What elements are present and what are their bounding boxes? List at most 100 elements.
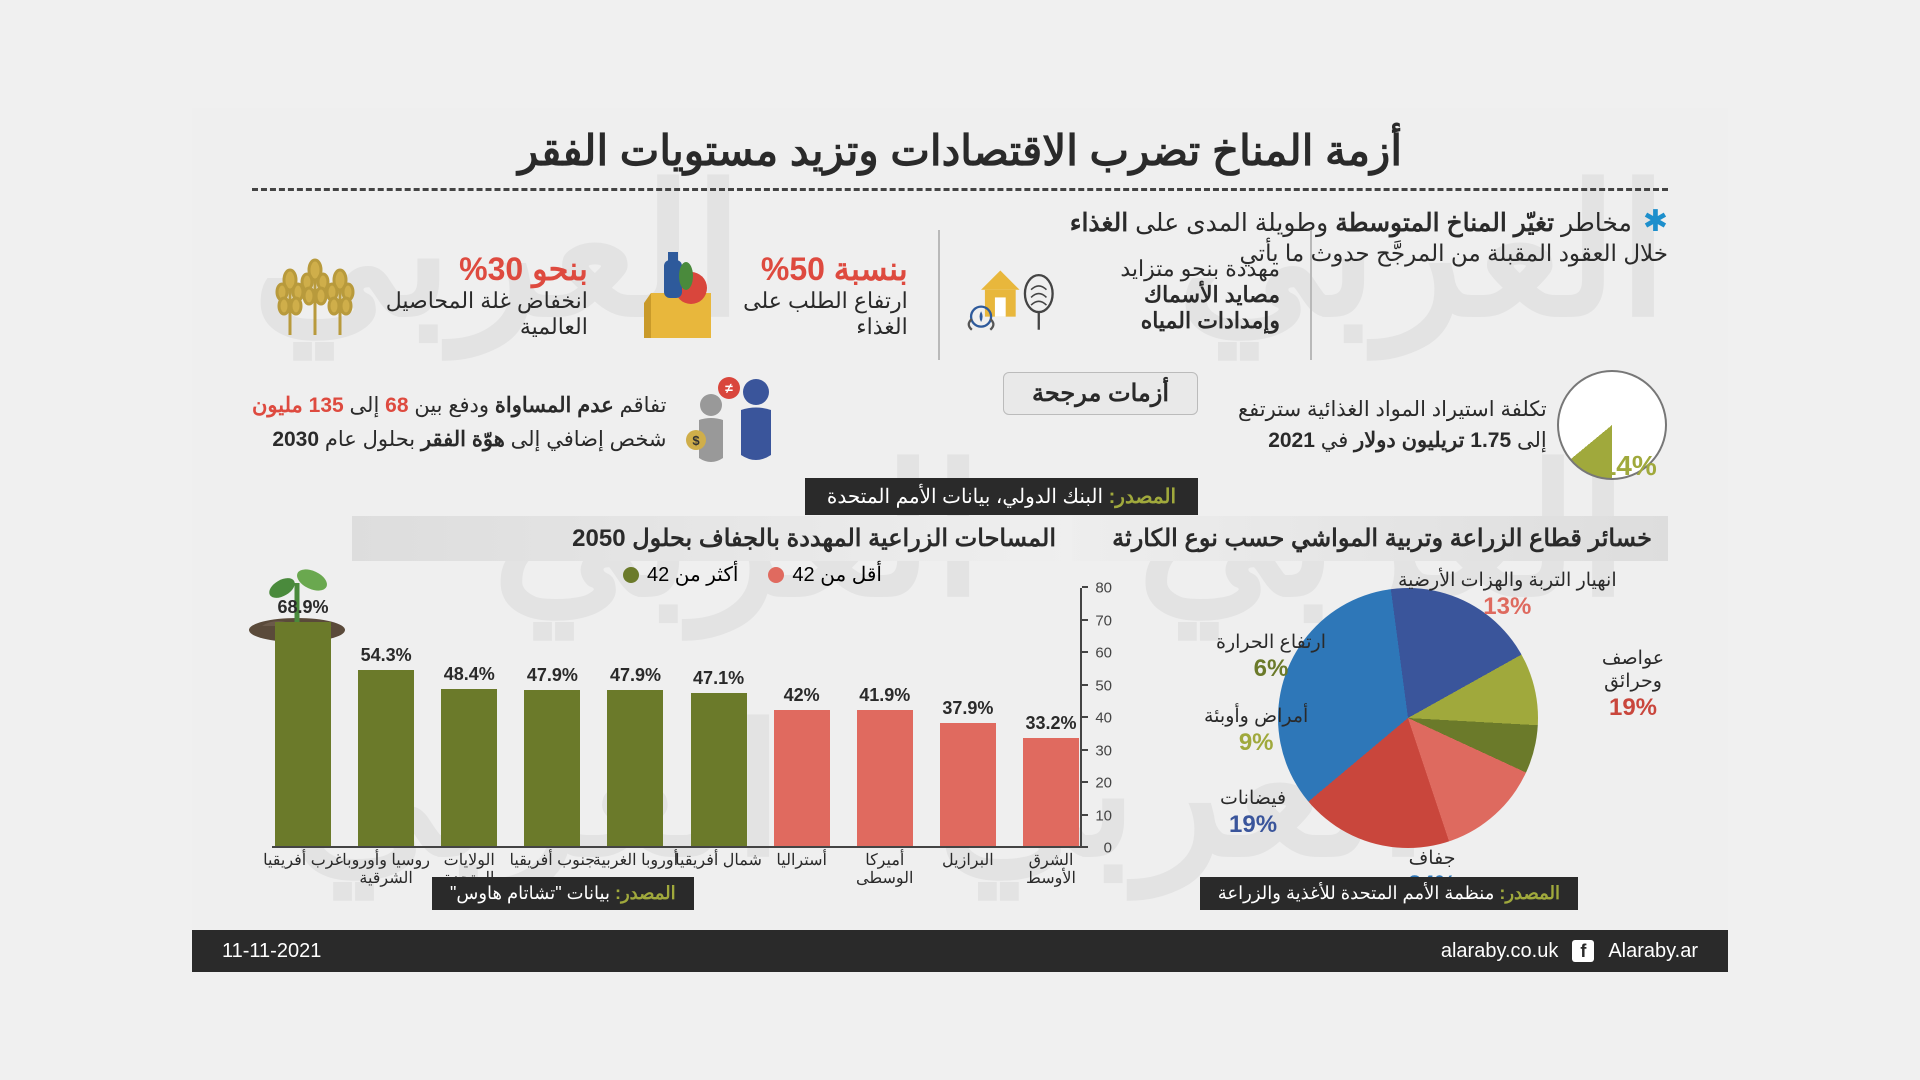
mini-pie-chart: 14% bbox=[1557, 370, 1667, 480]
bar-rect bbox=[940, 723, 996, 846]
bars-container: 68.9% غرب أفريقيا 54.3% روسيا وأوروبا ال… bbox=[272, 588, 1082, 848]
bar-value: 47.1% bbox=[693, 668, 744, 689]
bar-label: غرب أفريقيا bbox=[258, 846, 348, 870]
stat-water-fisheries: مهددة بنحو متزايد مصايد الأسماك وإمدادات… bbox=[940, 230, 1312, 360]
middle-row: تكلفة استيراد المواد الغذائية سترتفع إلى… bbox=[252, 370, 1668, 490]
drought-bar-block: أكثر من 42 أقل من 42 01020304050607080 6… bbox=[252, 558, 1082, 898]
bar-legend: أكثر من 42 أقل من 42 bbox=[623, 562, 882, 587]
y-axis-tick: 80 bbox=[1095, 580, 1112, 597]
stat2-pre: بنسبة bbox=[834, 251, 908, 287]
losses-section-header: خسائر قطاع الزراعة وتربية المواشي حسب نو… bbox=[1018, 516, 1668, 561]
stat2-pct: 50% bbox=[761, 251, 825, 287]
main-title: أزمة المناخ تضرب الاقتصادات وتزيد مستويا… bbox=[192, 126, 1728, 175]
y-axis-tick: 10 bbox=[1095, 807, 1112, 824]
bar-rect bbox=[1023, 738, 1079, 846]
footer-date: 11-11-2021 bbox=[222, 940, 321, 963]
pie-slice-label: فيضانات19% bbox=[1220, 788, 1286, 840]
inequality-text: تفاقم عدم المساواة ودفع بين 68 إلى 135 م… bbox=[252, 389, 681, 456]
bar-label: روسيا وأوروبا الشرقية bbox=[341, 846, 431, 889]
bar-label: شمال أفريقيا bbox=[674, 846, 764, 870]
source-worldbank: المصدر: البنك الدولي، بيانات الأمم المتح… bbox=[805, 478, 1198, 515]
bar-value: 42% bbox=[784, 685, 820, 706]
y-axis-tick: 40 bbox=[1095, 710, 1112, 727]
y-axis-tick: 60 bbox=[1095, 645, 1112, 662]
legend-low: أقل من 42 bbox=[768, 562, 882, 587]
svg-text:≠: ≠ bbox=[725, 380, 733, 396]
bar-column: 54.3% روسيا وأوروبا الشرقية bbox=[355, 645, 417, 846]
bar-value: 48.4% bbox=[444, 664, 495, 685]
footer-bar: 11-11-2021 alaraby.co.uk f Alaraby.ar bbox=[192, 930, 1728, 972]
pie-slice-label: عواصف وحرائق19% bbox=[1598, 648, 1668, 722]
bar-value: 41.9% bbox=[859, 685, 910, 706]
bar-value: 37.9% bbox=[942, 698, 993, 719]
bar-column: 47.1% شمال أفريقيا bbox=[688, 668, 750, 846]
mini-pie-pct: 14% bbox=[1601, 450, 1657, 482]
bar-column: 42% أستراليا bbox=[771, 685, 833, 847]
inequality-block: تفاقم عدم المساواة ودفع بين 68 إلى 135 م… bbox=[252, 370, 972, 475]
bar-rect bbox=[441, 689, 497, 846]
bar-column: 37.9% البرازيل bbox=[937, 698, 999, 846]
house-water-icon bbox=[958, 245, 1058, 345]
top-stats-row: بنحو 30% انخفاض غلة المحاصيل العالمية بن… bbox=[252, 230, 1312, 360]
bar-rect bbox=[358, 670, 414, 846]
footer-site: alaraby.co.uk bbox=[1441, 940, 1558, 963]
footer-fb-handle: Alaraby.ar bbox=[1608, 940, 1698, 963]
y-axis-tick: 50 bbox=[1095, 677, 1112, 694]
bar-rect bbox=[774, 710, 830, 847]
stat-crop-yield: بنحو 30% انخفاض غلة المحاصيل العالمية bbox=[252, 230, 618, 360]
bar-column: 47.9% جنوب أفريقيا bbox=[521, 665, 583, 846]
bar-label: أميركا الوسطى bbox=[840, 846, 930, 889]
losses-pie-block: جفاف34%فيضانات19%أمراض وأوبئة9%ارتفاع ال… bbox=[1138, 558, 1668, 898]
bar-rect bbox=[607, 690, 663, 846]
bar-label: أوروبا الغربية bbox=[590, 846, 680, 870]
bar-rect bbox=[857, 710, 913, 846]
import-cost-text: تكلفة استيراد المواد الغذائية سترتفع إلى… bbox=[1238, 394, 1547, 457]
legend-dot-high bbox=[623, 567, 639, 583]
y-axis-tick: 20 bbox=[1095, 775, 1112, 792]
sub1-pre: مخاطر bbox=[1561, 209, 1632, 237]
infographic-canvas: العربي العربي العربي العربي العربي العرب… bbox=[192, 108, 1728, 972]
y-axis-tick: 0 bbox=[1104, 840, 1112, 857]
sub1-b1: تغيّر المناخ المتوسطة bbox=[1335, 209, 1554, 237]
drought-section-header: المساحات الزراعية المهددة بالجفاف بحلول … bbox=[352, 516, 1072, 561]
bar-rect bbox=[691, 693, 747, 846]
bar-column: 41.9% أميركا الوسطى bbox=[854, 685, 916, 846]
source-chatham: المصدر: بيانات "تشاتام هاوس" bbox=[432, 877, 694, 910]
bar-value: 47.9% bbox=[527, 665, 578, 686]
bar-value: 33.2% bbox=[1025, 713, 1076, 734]
svg-text:$: $ bbox=[692, 433, 700, 448]
bar-rect bbox=[524, 690, 580, 846]
bar-column: 33.2% الشرق الأوسط bbox=[1020, 713, 1082, 846]
bar-column: 47.9% أوروبا الغربية bbox=[604, 665, 666, 846]
inequality-icon: ≠ $ bbox=[681, 370, 791, 475]
bar-chart-area: 01020304050607080 68.9% غرب أفريقيا 54.3… bbox=[272, 588, 1082, 848]
bar-rect bbox=[275, 622, 331, 846]
wheat-icon bbox=[270, 245, 360, 345]
bar-value: 54.3% bbox=[361, 645, 412, 666]
bar-label: جنوب أفريقيا bbox=[507, 846, 597, 870]
bar-label: أستراليا bbox=[757, 846, 847, 870]
bar-column: 48.4% الولايات المتحدة الأميركية bbox=[438, 664, 500, 846]
bar-column: 68.9% غرب أفريقيا bbox=[272, 597, 334, 846]
legend-high: أكثر من 42 bbox=[623, 562, 738, 587]
title-divider bbox=[252, 188, 1668, 191]
groceries-icon bbox=[636, 245, 726, 345]
stat-food-demand: بنسبة 50% ارتفاع الطلب على الغذاء bbox=[618, 230, 940, 360]
pie-slice-label: ارتفاع الحرارة6% bbox=[1216, 632, 1326, 684]
source-fao: المصدر: منظمة الأمم المتحدة للأغذية والز… bbox=[1200, 877, 1578, 910]
bar-label: الشرق الأوسط bbox=[1006, 846, 1096, 889]
bar-value: 68.9% bbox=[278, 597, 329, 618]
crisis-tag: أزمات مرجحة bbox=[1003, 372, 1198, 415]
pie-slice-label: أمراض وأوبئة9% bbox=[1204, 706, 1308, 758]
import-cost-block: تكلفة استيراد المواد الغذائية سترتفع إلى… bbox=[1238, 370, 1668, 480]
facebook-icon: f bbox=[1572, 940, 1594, 962]
bar-label: البرازيل bbox=[923, 846, 1013, 870]
stat3-line1: مهددة بنحو متزايد bbox=[1120, 256, 1280, 281]
stat3-line2: مصايد الأسماك وإمدادات المياه bbox=[1141, 282, 1280, 333]
stat1-pct: 30% bbox=[459, 251, 523, 287]
legend-dot-low bbox=[768, 567, 784, 583]
star-icon: ✱ bbox=[1643, 205, 1668, 238]
y-axis-tick: 30 bbox=[1095, 742, 1112, 759]
y-axis-tick: 70 bbox=[1095, 612, 1112, 629]
bar-value: 47.9% bbox=[610, 665, 661, 686]
